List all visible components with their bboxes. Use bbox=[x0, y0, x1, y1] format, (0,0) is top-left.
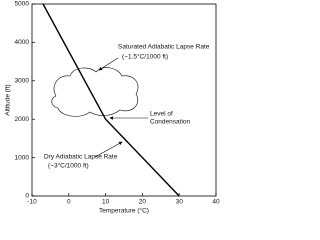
annotation: Dry Adiabatic Lapse Rate bbox=[44, 154, 118, 161]
annotation: (~1.5°C/1000 ft) bbox=[122, 53, 168, 61]
x-tick-label: -10 bbox=[27, 199, 37, 206]
page: {"chart_data": {"type": "line", "x_label… bbox=[4, 0, 220, 215]
line bbox=[42, 3, 180, 197]
y-tick-label: 3000 bbox=[15, 78, 30, 85]
annotation: Saturated Adiabatic Lapse Rate bbox=[118, 44, 210, 51]
x-tick-label: 30 bbox=[176, 199, 184, 206]
annotation: (~3°C/1000 ft) bbox=[48, 162, 89, 170]
y-tick-label: 1000 bbox=[15, 154, 30, 161]
annotation: Level of bbox=[150, 111, 173, 118]
x-tick-label: 0 bbox=[67, 199, 71, 206]
y-tick-label: 5000 bbox=[15, 1, 30, 8]
cloud bbox=[51, 67, 139, 117]
y-axis-label: Altitude (ft) bbox=[5, 84, 12, 115]
arrow bbox=[98, 57, 119, 71]
y-tick-label: 4000 bbox=[15, 39, 30, 46]
x-tick-label: 10 bbox=[102, 199, 110, 206]
arrow bbox=[94, 141, 123, 158]
y-tick-label: 2000 bbox=[15, 116, 30, 123]
x-axis-label: Temperature (°C) bbox=[99, 207, 149, 215]
plot-frame bbox=[31, 3, 217, 197]
chart: Temperature (°C) Altitude (ft) -10 0 10 20 3… bbox=[5, 1, 220, 215]
x-tick-label: 40 bbox=[212, 199, 220, 206]
y-tick-label: 0 bbox=[25, 193, 29, 200]
annotation: Condensation bbox=[150, 119, 190, 126]
x-tick-label: 20 bbox=[139, 199, 147, 206]
